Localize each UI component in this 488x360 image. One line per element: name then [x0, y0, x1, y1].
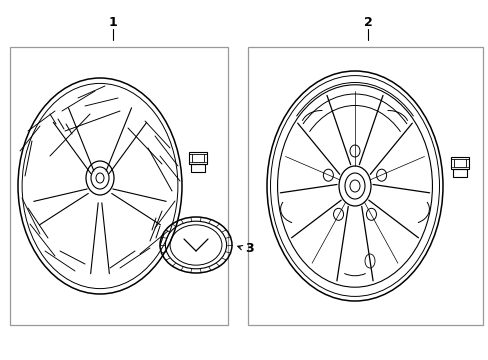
Bar	[10, 47, 227, 325]
Bar	[453, 159, 465, 167]
Bar	[450, 157, 468, 169]
Bar	[191, 164, 204, 172]
Text: 2: 2	[363, 17, 372, 30]
Bar	[452, 169, 466, 177]
Text: 3: 3	[244, 242, 253, 255]
Text: 1: 1	[108, 17, 117, 30]
Bar	[247, 47, 482, 325]
Bar	[189, 152, 206, 164]
Bar	[192, 154, 203, 162]
